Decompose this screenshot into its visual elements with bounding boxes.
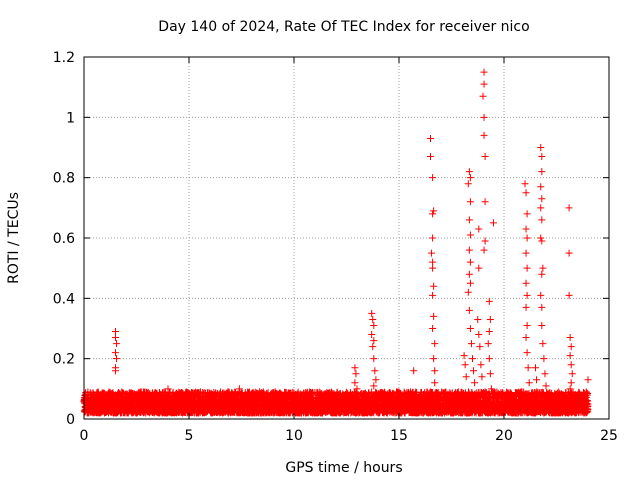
data-points <box>80 68 592 417</box>
grid-lines <box>84 57 609 419</box>
